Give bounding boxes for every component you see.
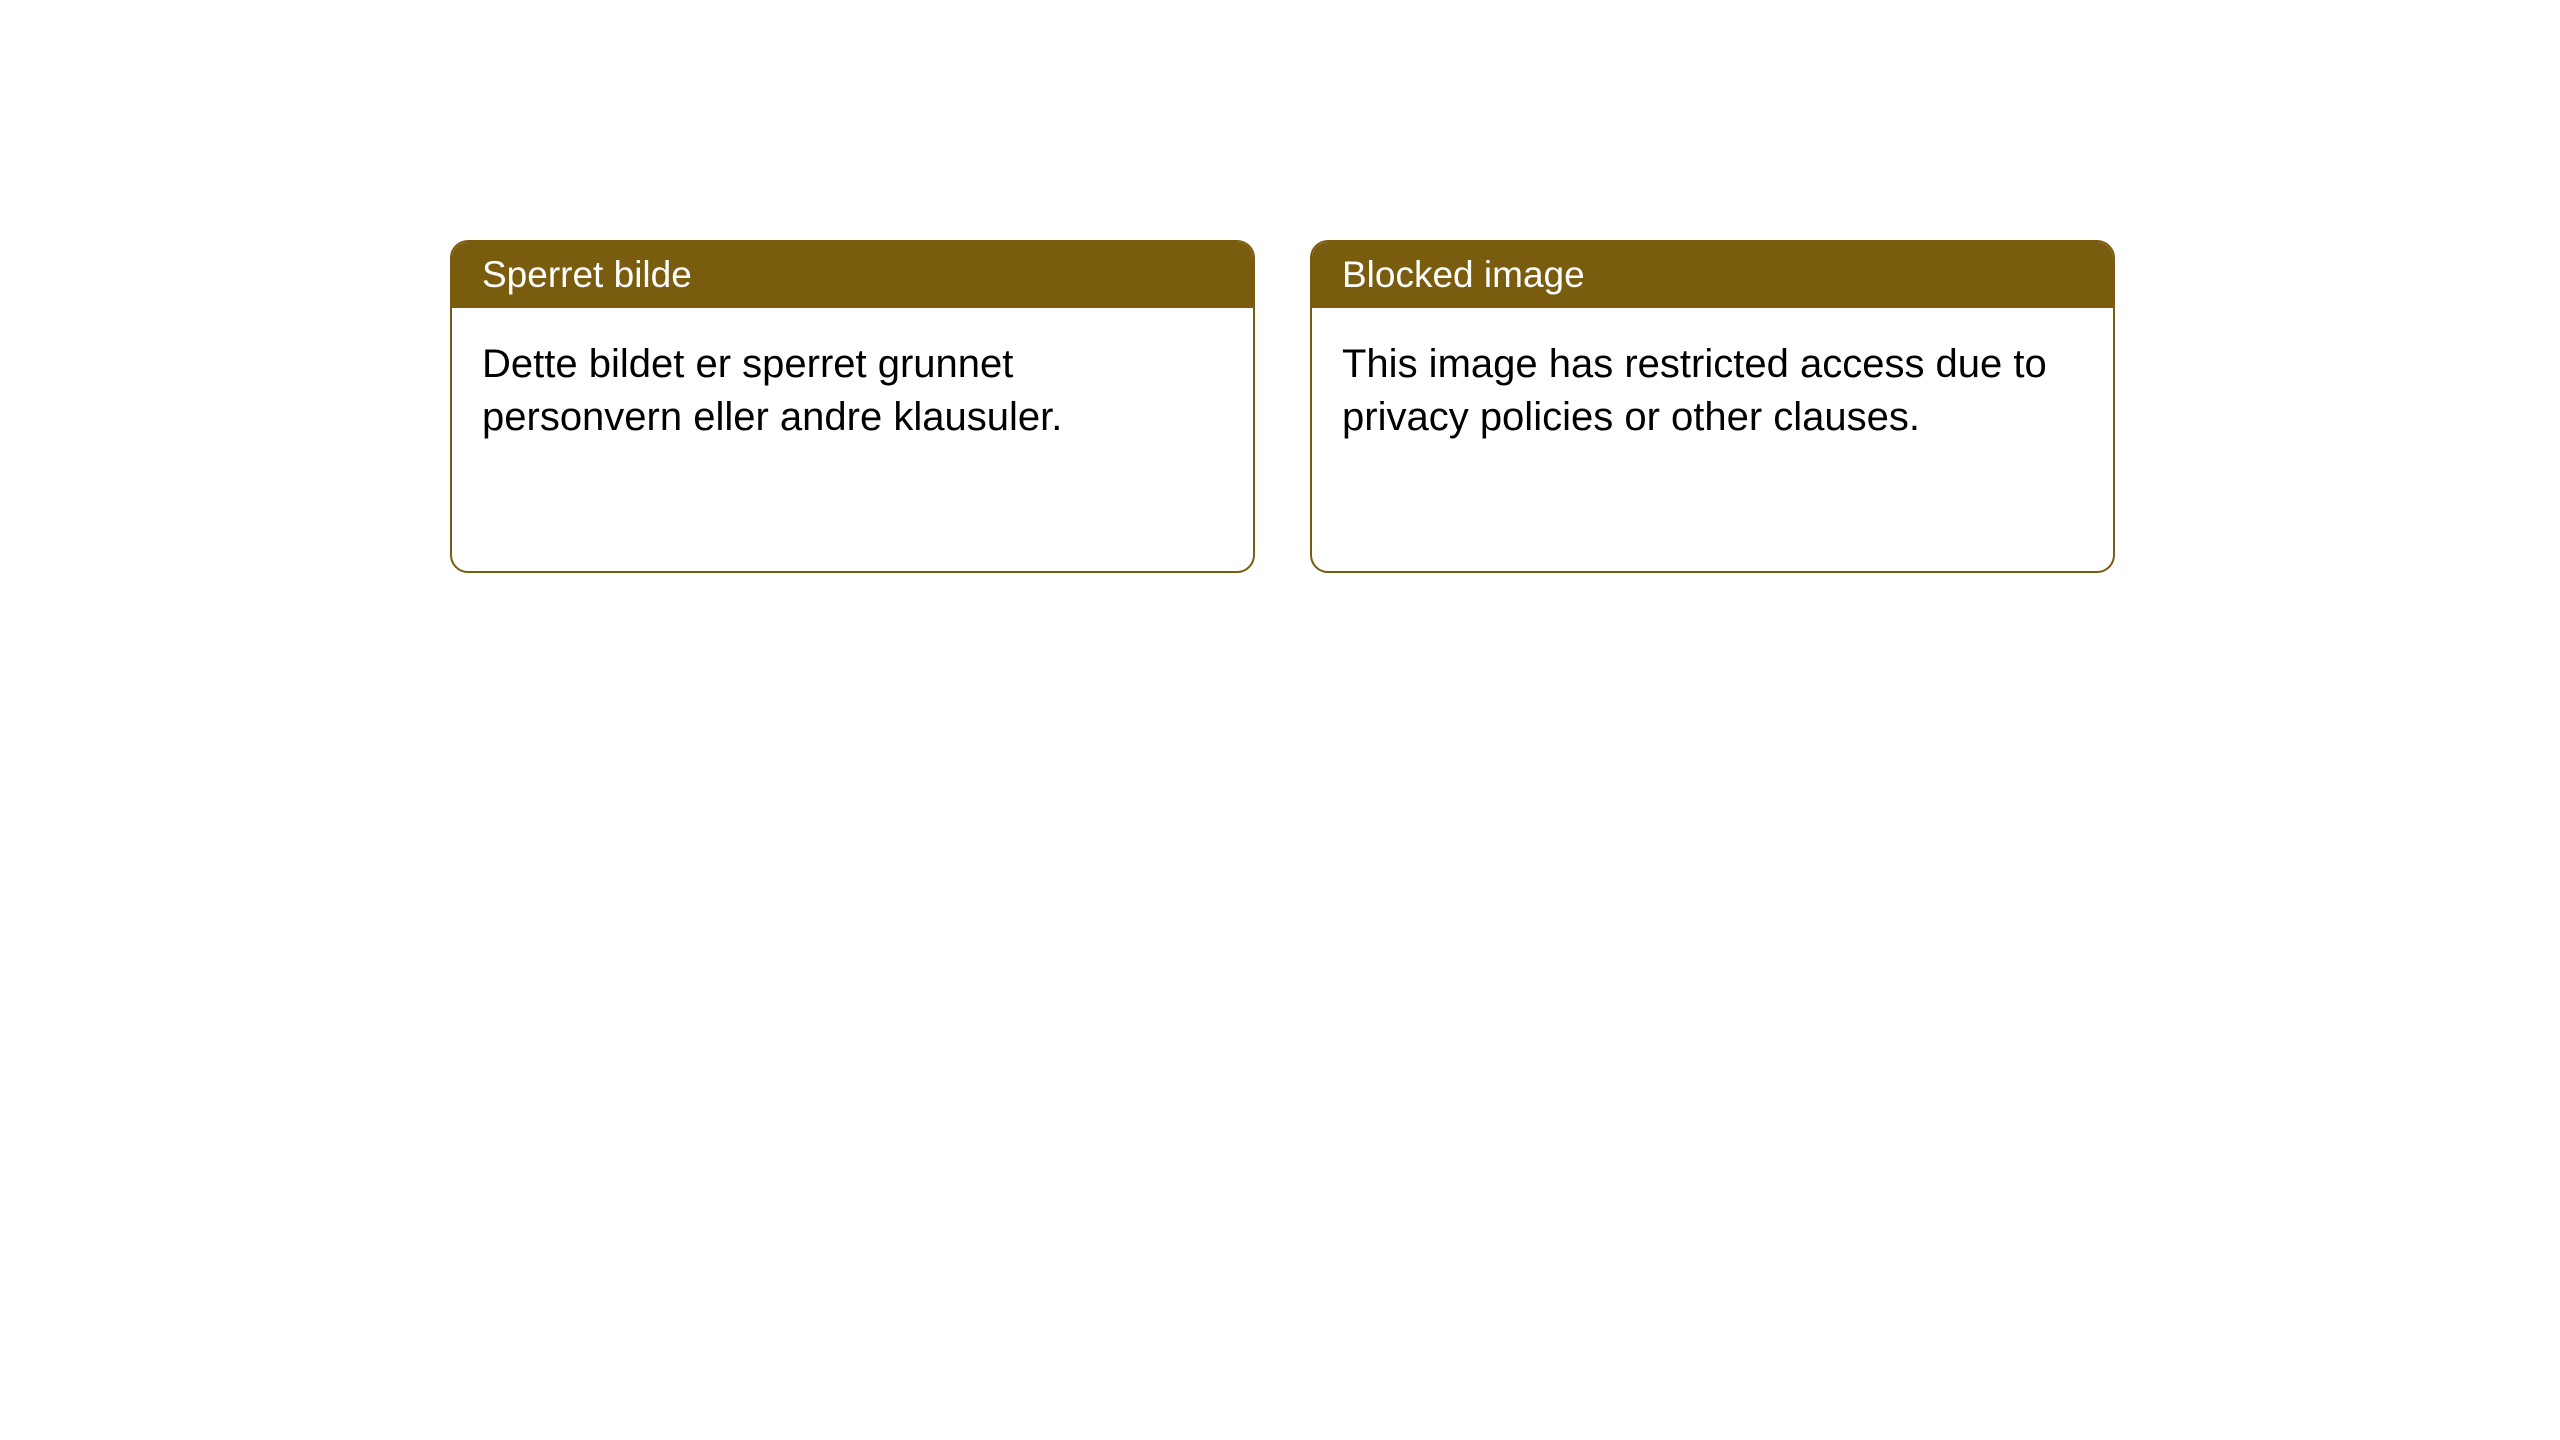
card-body: Dette bildet er sperret grunnet personve… xyxy=(452,308,1253,474)
notice-card-english: Blocked image This image has restricted … xyxy=(1310,240,2115,573)
card-header: Sperret bilde xyxy=(452,242,1253,308)
card-body-text: This image has restricted access due to … xyxy=(1342,342,2047,439)
card-header-text: Sperret bilde xyxy=(482,254,692,295)
card-body-text: Dette bildet er sperret grunnet personve… xyxy=(482,342,1062,439)
card-header: Blocked image xyxy=(1312,242,2113,308)
notice-card-norwegian: Sperret bilde Dette bildet er sperret gr… xyxy=(450,240,1255,573)
card-body: This image has restricted access due to … xyxy=(1312,308,2113,474)
card-header-text: Blocked image xyxy=(1342,254,1585,295)
notice-cards-container: Sperret bilde Dette bildet er sperret gr… xyxy=(450,240,2560,573)
